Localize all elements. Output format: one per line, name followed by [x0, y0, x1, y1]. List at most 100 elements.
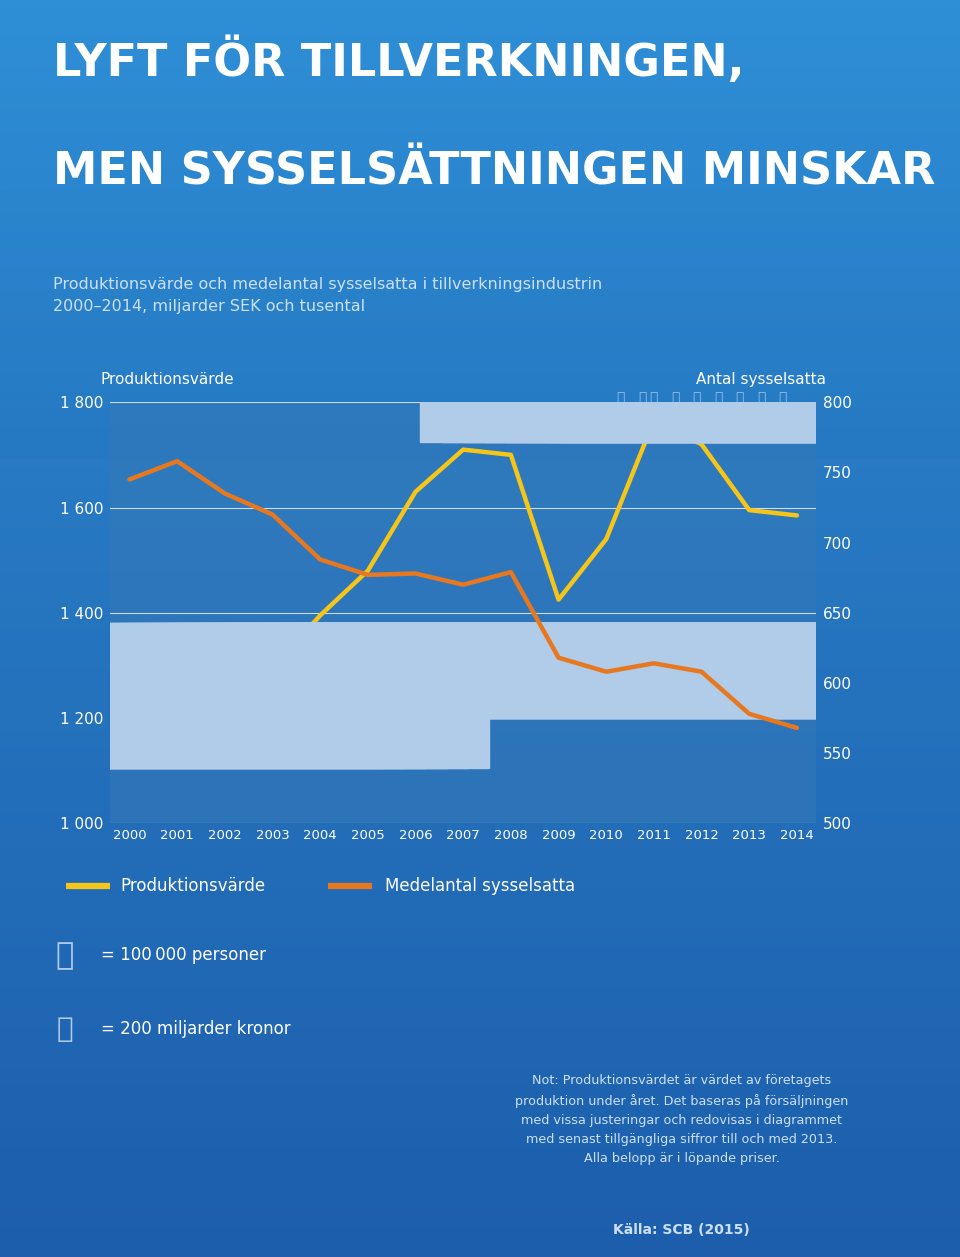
- Bar: [0, 1040, 960, 1043]
- Bar: [0, 783, 960, 788]
- Bar: [0, 503, 960, 507]
- Bar: [0, 591, 960, 595]
- Bar: [0, 569, 960, 574]
- Bar: [549, 391, 960, 441]
- Text: 🔧: 🔧: [757, 391, 765, 405]
- Bar: [0, 628, 960, 632]
- Bar: [0, 532, 960, 537]
- Bar: [0, 318, 960, 323]
- Bar: [0, 718, 468, 768]
- Bar: [0, 104, 960, 109]
- Bar: [0, 851, 960, 855]
- Bar: [0, 393, 960, 398]
- Bar: [0, 1128, 960, 1131]
- Bar: [0, 716, 960, 720]
- Text: MEN SYSSELSÄTTNINGEN MINSKAR: MEN SYSSELSÄTTNINGEN MINSKAR: [53, 151, 935, 194]
- Bar: [0, 524, 960, 528]
- Bar: [0, 419, 960, 424]
- Bar: [0, 310, 960, 314]
- Bar: [0, 50, 960, 54]
- Bar: [0, 997, 960, 1002]
- Bar: [0, 830, 960, 833]
- Circle shape: [0, 297, 960, 360]
- Bar: [0, 293, 960, 298]
- Bar: [0, 343, 960, 348]
- Bar: [0, 1232, 960, 1236]
- Bar: [0, 109, 960, 113]
- Bar: [0, 197, 960, 201]
- Bar: [0, 9, 960, 13]
- Bar: [0, 126, 960, 129]
- Bar: [0, 776, 960, 779]
- Bar: [0, 964, 960, 968]
- Bar: [0, 1198, 960, 1203]
- Bar: [0, 930, 960, 934]
- Bar: [0, 1035, 960, 1040]
- Bar: [0, 1185, 960, 1190]
- Bar: [0, 720, 960, 725]
- Circle shape: [0, 622, 960, 686]
- Bar: [0, 1123, 960, 1128]
- Bar: [0, 122, 960, 126]
- Bar: [0, 1009, 960, 1014]
- Bar: [0, 390, 960, 393]
- Bar: [0, 952, 960, 955]
- Bar: [0, 436, 960, 440]
- Bar: [0, 667, 960, 718]
- Bar: [0, 440, 960, 444]
- Bar: [0, 54, 960, 59]
- Bar: [0, 268, 960, 273]
- Bar: [0, 0, 960, 4]
- Bar: [0, 729, 960, 733]
- Bar: [0, 155, 960, 160]
- Bar: [0, 226, 960, 230]
- Text: LYFT FÖR TILLVERKNINGEN,: LYFT FÖR TILLVERKNINGEN,: [53, 38, 744, 85]
- Bar: [0, 427, 960, 431]
- Bar: [0, 1178, 960, 1182]
- Bar: [0, 189, 960, 192]
- Bar: [0, 921, 960, 926]
- Bar: [0, 507, 960, 512]
- Bar: [0, 939, 960, 943]
- Bar: [0, 341, 960, 391]
- Text: 🔧: 🔧: [132, 693, 141, 708]
- Bar: [0, 959, 960, 964]
- Bar: [0, 1031, 960, 1035]
- Bar: [0, 1182, 960, 1185]
- Bar: [0, 637, 960, 641]
- Bar: [0, 1047, 960, 1052]
- Bar: [0, 59, 960, 63]
- Text: 🔧: 🔧: [175, 693, 184, 708]
- Bar: [0, 788, 960, 792]
- Bar: [0, 914, 960, 918]
- Bar: [0, 718, 446, 768]
- Bar: [0, 1244, 960, 1248]
- Bar: [0, 718, 382, 768]
- Bar: [0, 381, 960, 386]
- Bar: [0, 553, 960, 557]
- Bar: [0, 1236, 960, 1241]
- Bar: [0, 192, 960, 197]
- Bar: [0, 528, 960, 532]
- Bar: [0, 905, 960, 909]
- Bar: [0, 386, 960, 390]
- Bar: [0, 977, 960, 980]
- Bar: [0, 718, 490, 768]
- Bar: [0, 1135, 960, 1140]
- Bar: [0, 1140, 960, 1144]
- Circle shape: [0, 297, 960, 360]
- Bar: [463, 391, 960, 441]
- Text: 👤: 👤: [56, 941, 74, 970]
- Bar: [0, 101, 960, 104]
- Bar: [0, 88, 960, 92]
- Bar: [0, 176, 960, 180]
- Bar: [0, 512, 960, 515]
- Bar: [0, 1077, 960, 1081]
- Bar: [0, 691, 960, 695]
- Bar: [0, 239, 960, 243]
- Bar: [0, 1160, 960, 1165]
- Bar: [0, 632, 960, 637]
- Text: Produktionsvärde och medelantal sysselsatta i tillverkningsindustrin
2000–2014, : Produktionsvärde och medelantal sysselsa…: [53, 277, 602, 314]
- Bar: [0, 704, 960, 708]
- Bar: [0, 341, 960, 391]
